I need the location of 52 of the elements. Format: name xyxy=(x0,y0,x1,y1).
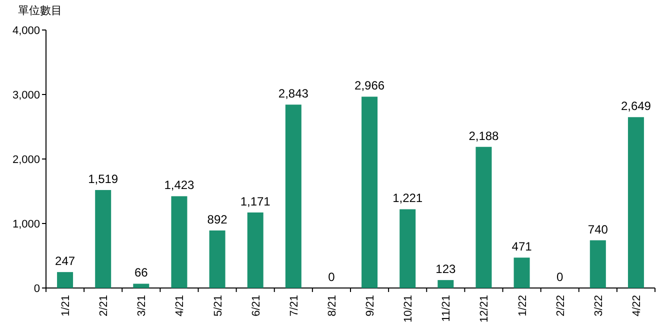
x-tick-label: 3/21 xyxy=(136,295,148,316)
bar xyxy=(362,96,378,288)
data-label: 0 xyxy=(328,270,336,284)
x-tick-label: 1/22 xyxy=(516,295,529,316)
bar xyxy=(400,209,416,288)
x-tick-label: 4/22 xyxy=(630,295,643,316)
y-tick-label: 2,000 xyxy=(12,154,40,166)
bar xyxy=(57,272,74,288)
data-label: 892 xyxy=(207,212,228,226)
x-tick-label: 8/21 xyxy=(326,295,338,316)
x-tick-label: 3/22 xyxy=(592,295,605,316)
x-tick-label: 2/21 xyxy=(98,295,110,316)
data-label: 66 xyxy=(134,266,148,280)
bar xyxy=(590,240,606,288)
bar xyxy=(95,190,112,288)
x-tick-label: 5/21 xyxy=(212,295,224,316)
bar xyxy=(514,258,530,288)
bar xyxy=(438,280,454,288)
data-label: 471 xyxy=(512,240,532,254)
y-tick-label: 3,000 xyxy=(12,90,40,102)
data-label: 2,649 xyxy=(620,99,652,114)
data-label: 0 xyxy=(556,270,564,284)
x-tick-label: 6/21 xyxy=(250,295,262,316)
x-tick-label: 2/22 xyxy=(554,295,567,316)
bar xyxy=(285,104,302,288)
x-tick-label: 12/21 xyxy=(478,295,491,323)
y-tick-label: 1,000 xyxy=(12,218,40,230)
data-label: 2,843 xyxy=(278,86,309,101)
bar xyxy=(628,117,644,288)
bar xyxy=(247,212,264,288)
x-tick-label: 9/21 xyxy=(364,295,377,316)
data-label: 2,966 xyxy=(354,78,385,93)
y-tick-label: 0 xyxy=(34,283,40,295)
bar xyxy=(171,196,188,288)
x-tick-label: 1/21 xyxy=(60,295,72,316)
data-label: 247 xyxy=(55,254,76,268)
bar xyxy=(476,146,492,288)
bar xyxy=(133,284,150,288)
data-label: 1,519 xyxy=(88,172,118,186)
bar xyxy=(209,230,226,288)
x-tick-label: 11/21 xyxy=(440,295,453,322)
data-label: 2,188 xyxy=(468,128,500,143)
x-tick-label: 4/21 xyxy=(174,295,186,316)
data-label: 1,171 xyxy=(240,194,271,208)
y-axis-title: 單位數目 xyxy=(18,5,62,17)
data-label: 1,423 xyxy=(164,178,195,192)
data-label: 740 xyxy=(588,222,608,236)
data-label: 123 xyxy=(436,262,456,276)
data-label: 1,221 xyxy=(392,191,423,206)
x-tick-label: 10/21 xyxy=(402,295,415,323)
y-tick-label: 4,000 xyxy=(12,25,40,37)
x-tick-label: 7/21 xyxy=(288,295,300,316)
